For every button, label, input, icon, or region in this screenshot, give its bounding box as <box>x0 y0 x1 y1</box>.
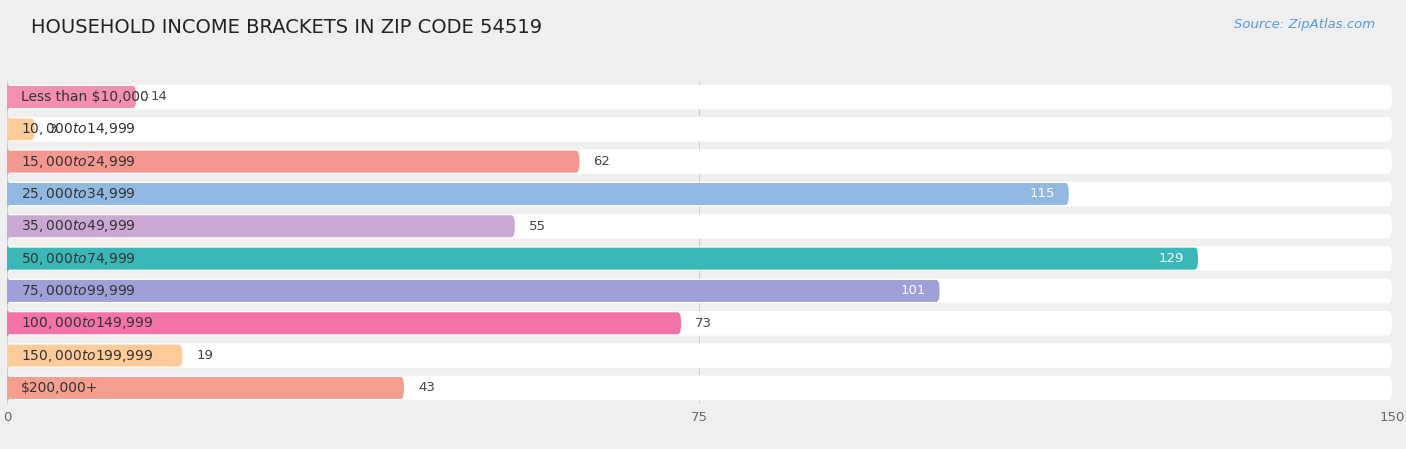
Text: Less than $10,000: Less than $10,000 <box>21 90 149 104</box>
FancyBboxPatch shape <box>7 117 1392 141</box>
FancyBboxPatch shape <box>7 279 1392 303</box>
Text: $35,000 to $49,999: $35,000 to $49,999 <box>21 218 135 234</box>
FancyBboxPatch shape <box>7 151 579 172</box>
FancyBboxPatch shape <box>7 313 681 334</box>
FancyBboxPatch shape <box>7 280 939 302</box>
FancyBboxPatch shape <box>7 85 1392 109</box>
Text: 55: 55 <box>529 220 546 233</box>
Circle shape <box>4 215 10 238</box>
Circle shape <box>4 312 10 335</box>
Text: 101: 101 <box>900 285 925 297</box>
FancyBboxPatch shape <box>7 311 1392 335</box>
Circle shape <box>4 247 10 270</box>
Text: 43: 43 <box>418 382 434 394</box>
Text: $15,000 to $24,999: $15,000 to $24,999 <box>21 154 135 170</box>
FancyBboxPatch shape <box>7 247 1392 271</box>
Text: 3: 3 <box>49 123 58 136</box>
FancyBboxPatch shape <box>7 150 1392 174</box>
Text: HOUSEHOLD INCOME BRACKETS IN ZIP CODE 54519: HOUSEHOLD INCOME BRACKETS IN ZIP CODE 54… <box>31 18 543 37</box>
FancyBboxPatch shape <box>7 216 515 237</box>
Circle shape <box>4 182 10 206</box>
FancyBboxPatch shape <box>7 183 1069 205</box>
FancyBboxPatch shape <box>7 86 136 108</box>
Text: 62: 62 <box>593 155 610 168</box>
FancyBboxPatch shape <box>7 343 1392 368</box>
FancyBboxPatch shape <box>7 248 1198 269</box>
FancyBboxPatch shape <box>7 345 183 366</box>
Circle shape <box>4 279 10 303</box>
Text: $100,000 to $149,999: $100,000 to $149,999 <box>21 315 153 331</box>
Text: $200,000+: $200,000+ <box>21 381 98 395</box>
Text: 73: 73 <box>695 317 711 330</box>
Circle shape <box>4 344 10 367</box>
Text: $75,000 to $99,999: $75,000 to $99,999 <box>21 283 135 299</box>
Text: 115: 115 <box>1029 188 1054 200</box>
Text: $150,000 to $199,999: $150,000 to $199,999 <box>21 348 153 364</box>
Text: $10,000 to $14,999: $10,000 to $14,999 <box>21 121 135 137</box>
FancyBboxPatch shape <box>7 182 1392 206</box>
Text: 19: 19 <box>197 349 214 362</box>
Circle shape <box>4 376 10 400</box>
Circle shape <box>4 85 10 109</box>
FancyBboxPatch shape <box>7 119 35 140</box>
Circle shape <box>4 150 10 173</box>
Text: 129: 129 <box>1159 252 1184 265</box>
Text: Source: ZipAtlas.com: Source: ZipAtlas.com <box>1234 18 1375 31</box>
FancyBboxPatch shape <box>7 377 404 399</box>
Text: $50,000 to $74,999: $50,000 to $74,999 <box>21 251 135 267</box>
FancyBboxPatch shape <box>7 376 1392 400</box>
Text: $25,000 to $34,999: $25,000 to $34,999 <box>21 186 135 202</box>
Circle shape <box>4 118 10 141</box>
Text: 14: 14 <box>150 91 167 103</box>
FancyBboxPatch shape <box>7 214 1392 238</box>
